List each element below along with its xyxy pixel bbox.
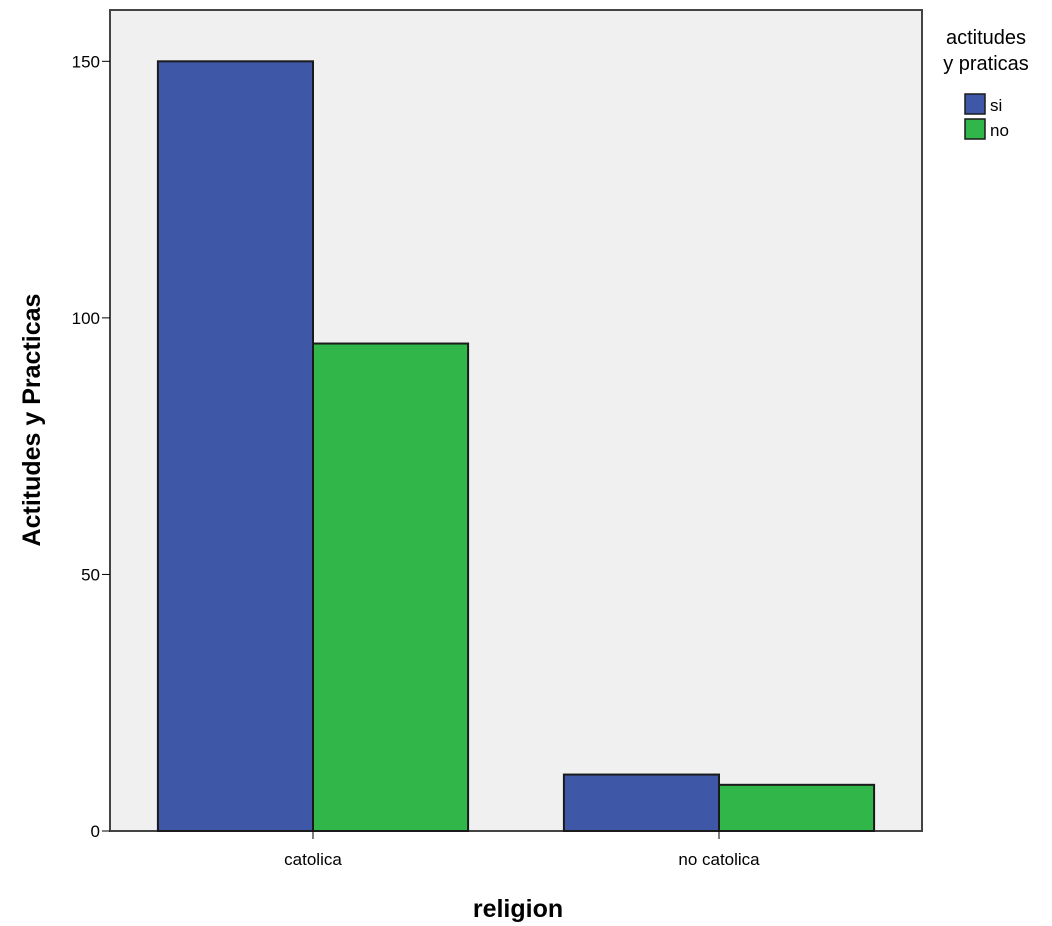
x-axis-title: religion [473,895,563,923]
bar-si-catolica [156,60,314,832]
y-tick-label: 0 [91,822,100,841]
x-axis: catolica no catolica [284,831,760,869]
bar-no-catolica [312,342,470,832]
legend-title-line-1: actitudes [946,27,1026,49]
y-axis-title: Actitudes y Practicas [18,294,46,547]
legend-items: si no [964,93,1009,140]
x-tick-label: no catolica [678,850,760,869]
y-tick-label: 150 [72,52,100,71]
legend: actitudes y praticas si no [943,27,1029,140]
legend-swatch-no [964,118,986,140]
bars-group [156,60,876,833]
bar-no-no-catolica [718,783,876,832]
y-axis: 0 50 100 150 [72,52,110,841]
legend-label-no: no [990,121,1009,140]
y-tick-label: 50 [81,565,100,584]
bar-si-no-catolica [562,773,721,833]
legend-title-line-2: y praticas [943,53,1029,75]
x-tick-label: catolica [284,850,342,869]
legend-label-si: si [990,96,1002,115]
y-tick-label: 100 [72,309,100,328]
legend-swatch-si [964,93,986,115]
